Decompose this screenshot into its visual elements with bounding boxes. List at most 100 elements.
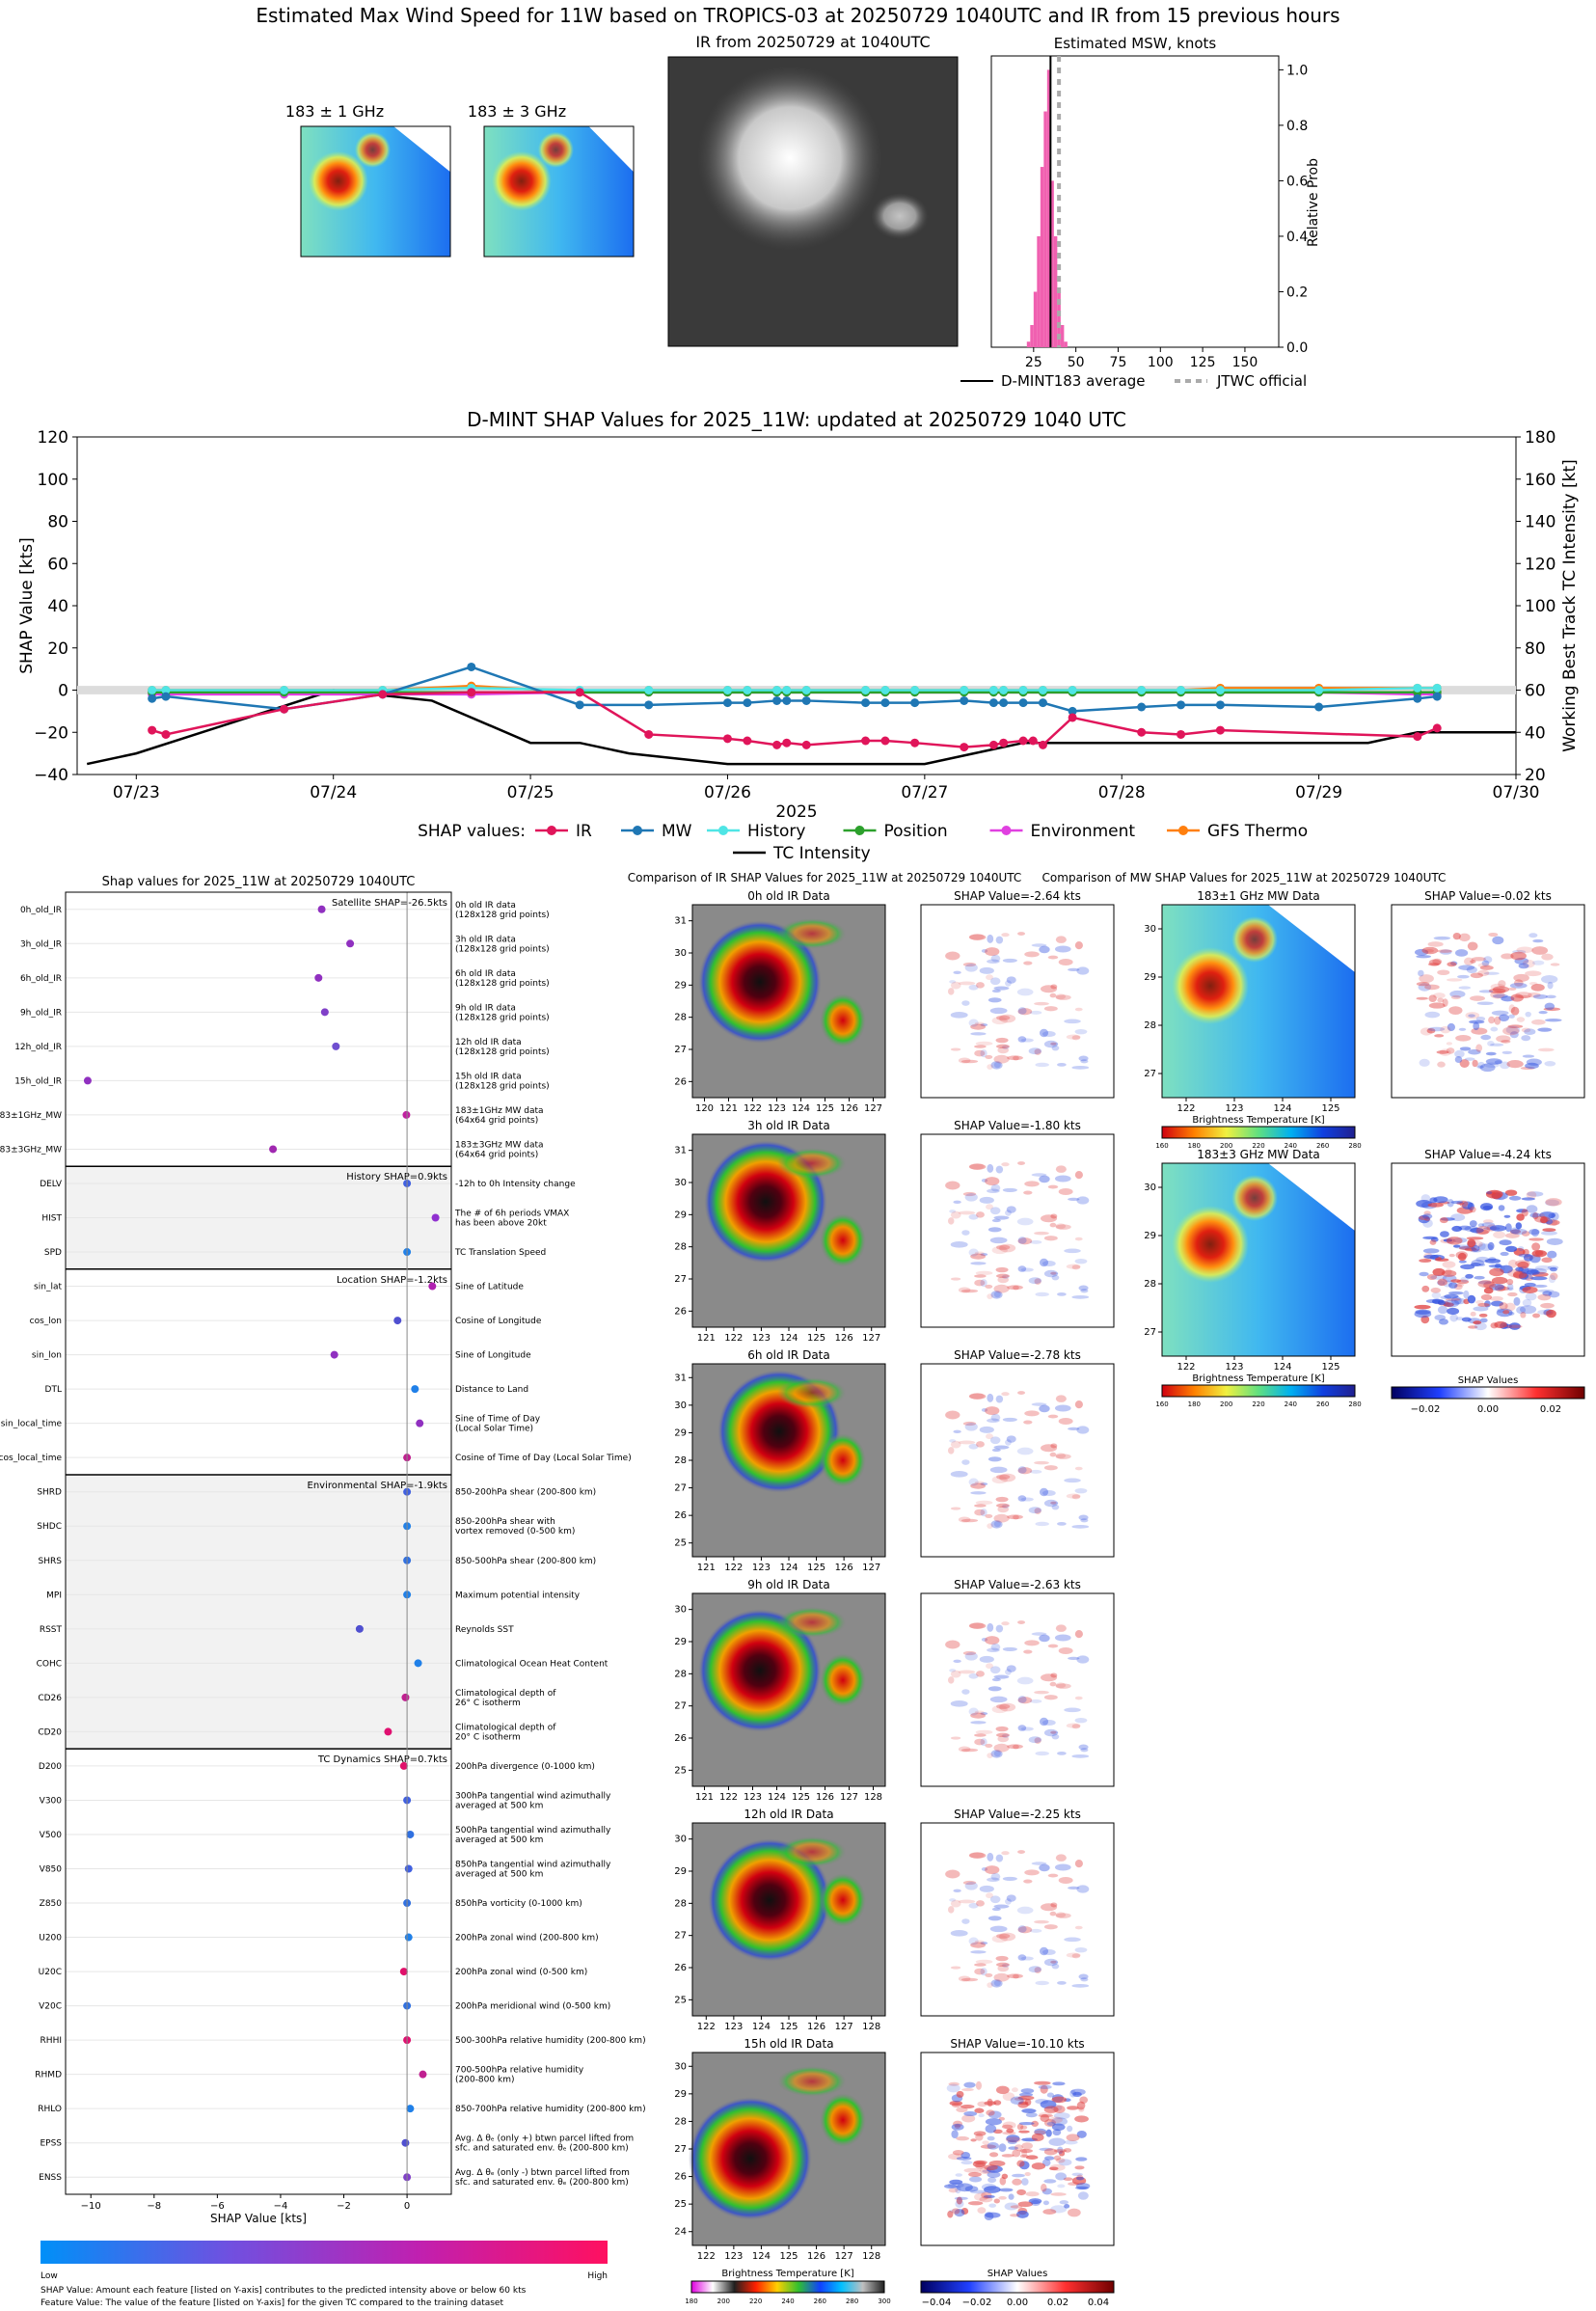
feat-desc: (128x128 grid points) (455, 979, 550, 989)
shap-blob (1471, 1259, 1485, 1267)
shap-blob (1080, 1748, 1089, 1753)
shap-blob (1064, 1707, 1081, 1713)
y-tick-label: 28 (674, 1898, 687, 1909)
shap-blob (1483, 1281, 1496, 1290)
shap-blob (1013, 1514, 1019, 1520)
shap-blob (1460, 1264, 1475, 1270)
shap-blob (1499, 1302, 1508, 1310)
shap-blob (1506, 1060, 1524, 1069)
shap-blob (1524, 1028, 1536, 1035)
shap-blob (1508, 1014, 1515, 1019)
shap-blob (1043, 2148, 1058, 2156)
series-point-history (743, 686, 752, 694)
shap-blob (1016, 1447, 1034, 1455)
shap-blob (1437, 969, 1450, 975)
feat-name: 15h_old_IR (14, 1076, 62, 1086)
shap-tick-label: 0.02 (1540, 1404, 1561, 1415)
ir-comp-title: Comparison of IR SHAP Values for 2025_11… (628, 871, 1022, 884)
shap-blob (1473, 1320, 1482, 1325)
shap-blob (954, 2209, 965, 2217)
shap-blob (1476, 1065, 1484, 1069)
shap-blob (1454, 1283, 1465, 1288)
shap-blob (1551, 1211, 1559, 1221)
shap-blob (1014, 2144, 1023, 2151)
y-tick-label: 29 (674, 2089, 687, 2100)
feat-name: 3h_old_IR (20, 939, 62, 949)
shap-blob (1025, 2112, 1038, 2118)
shap-blob (1497, 1308, 1504, 1314)
y-tick-label: 25 (674, 1765, 687, 1776)
shap-blob (1051, 1504, 1060, 1510)
x-tick-label: 127 (862, 1333, 880, 1344)
shap-blob (1066, 1723, 1081, 1728)
shap-blob (1041, 1031, 1056, 1038)
feat-desc: (128x128 grid points) (455, 911, 550, 920)
feat-desc: Sine of Longitude (455, 1351, 531, 1361)
y-tick-label: 27 (674, 1931, 687, 1942)
feat-point (320, 1008, 329, 1017)
shap-blob (969, 1163, 985, 1170)
shap-blob (1491, 1276, 1508, 1285)
shap-blob (1448, 1282, 1458, 1289)
shap-blob (1050, 1501, 1057, 1505)
shap-blob (1058, 1647, 1073, 1655)
shap-blob (1429, 1197, 1438, 1204)
shap-blob (1498, 980, 1506, 988)
shap-blob (1048, 2116, 1063, 2124)
x-tick-label: 127 (835, 2022, 853, 2032)
feat-group-label: Location SHAP=-1.2kts (337, 1275, 447, 1286)
shap-blob (987, 934, 994, 943)
shap-blob (1068, 1427, 1080, 1431)
shap-tick-label: 0.00 (1007, 2297, 1028, 2308)
shap-blob (1046, 2121, 1056, 2126)
y-tick-label: 26 (674, 1963, 687, 1973)
shap-blob (954, 2196, 968, 2201)
shap-blob (1457, 1252, 1467, 1262)
bt-tick-label: 160 (1155, 1142, 1168, 1150)
shap-tick-label: −0.04 (922, 2297, 952, 2308)
shap-blob (1016, 988, 1034, 996)
shap-blob (951, 2102, 961, 2108)
shap-blob (1041, 1444, 1058, 1453)
shap-blob (1054, 1863, 1071, 1871)
y-tick-label: 26 (674, 2172, 687, 2183)
shap-blob (980, 2144, 996, 2149)
y-tick-label: 30 (674, 1835, 687, 1845)
shap-blob (950, 1736, 961, 1740)
shap-blob (1050, 1042, 1057, 1046)
colorbar-low: Low (41, 2271, 58, 2281)
shap-blob (1043, 2106, 1059, 2113)
series-point-history (1413, 683, 1422, 693)
shap-blob (1471, 1027, 1488, 1035)
shap-blob (974, 1279, 986, 1287)
shap-blob (1047, 955, 1059, 960)
shap-blob (1532, 1211, 1539, 1220)
shap-blob (1029, 1010, 1042, 1015)
series-point-mw (1413, 693, 1422, 703)
shap-blob (991, 1935, 1008, 1944)
shap-blob (1428, 994, 1437, 1002)
y-tick-label: 29 (674, 980, 687, 991)
ts-x-tick-label: 07/25 (507, 783, 555, 802)
shap-blob (1034, 2080, 1051, 2085)
shap-blob (1005, 1669, 1012, 1675)
shap-blob (980, 1509, 987, 1517)
shap-blob (1520, 1312, 1527, 1319)
shap-blob (1521, 1027, 1531, 1033)
shap-blob (995, 1854, 1004, 1862)
shap-blob (995, 1496, 1009, 1503)
shap-blob (1541, 1257, 1553, 1264)
x-tick-label: 124 (752, 2022, 771, 2032)
shap-blob (1470, 960, 1476, 964)
shap-blob (1031, 2162, 1046, 2170)
shap-blob (974, 1710, 985, 1714)
shap-blob (1024, 2098, 1032, 2107)
shap-blob (950, 1471, 968, 1478)
legend-marker-environment (1001, 826, 1012, 835)
shap-blob (1043, 1924, 1058, 1930)
shap-blob (1017, 1620, 1026, 1624)
ts-x-tick-label: 07/30 (1493, 783, 1540, 802)
y-tick-label: 30 (674, 1400, 687, 1411)
shap-blob (1493, 1231, 1506, 1238)
shap-blob (1467, 1238, 1476, 1248)
